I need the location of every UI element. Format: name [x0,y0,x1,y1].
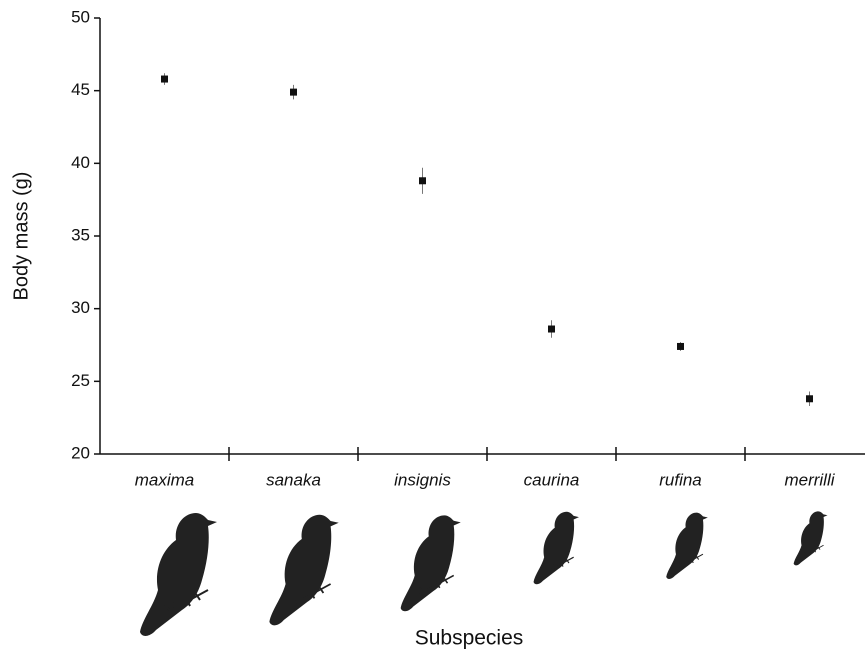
point [548,326,555,333]
chart: Body mass (g) Subspecies 20 25 30 35 40 45 50 m… [0,0,865,654]
y-tick-label: 30 [71,298,90,317]
point [806,395,813,402]
bird-icon [794,511,828,565]
point [161,76,168,83]
point [677,343,684,350]
bird-icon [401,515,461,611]
y-tick-label: 40 [71,153,90,172]
bird-icon [269,515,338,626]
x-tick-label: caurina [524,470,580,489]
y-tick-label: 20 [71,443,90,462]
y-tick-label: 50 [71,7,90,26]
bird-silhouettes [140,511,828,636]
x-tick-label: insignis [394,470,451,489]
x-tick-label: maxima [135,470,195,489]
y-axis-label: Body mass (g) [10,172,32,301]
point [419,177,426,184]
bird-icon [666,513,708,579]
bird-icon [140,513,217,636]
x-tick-label: merrilli [784,470,835,489]
x-tick-label: sanaka [266,470,321,489]
x-axis-label: Subspecies [415,627,524,650]
x-tick-label: rufina [659,470,702,489]
y-tick-label: 45 [71,80,90,99]
point [290,89,297,96]
bird-icon [534,512,579,585]
y-tick-label: 25 [71,371,90,390]
y-tick-label: 35 [71,225,90,244]
